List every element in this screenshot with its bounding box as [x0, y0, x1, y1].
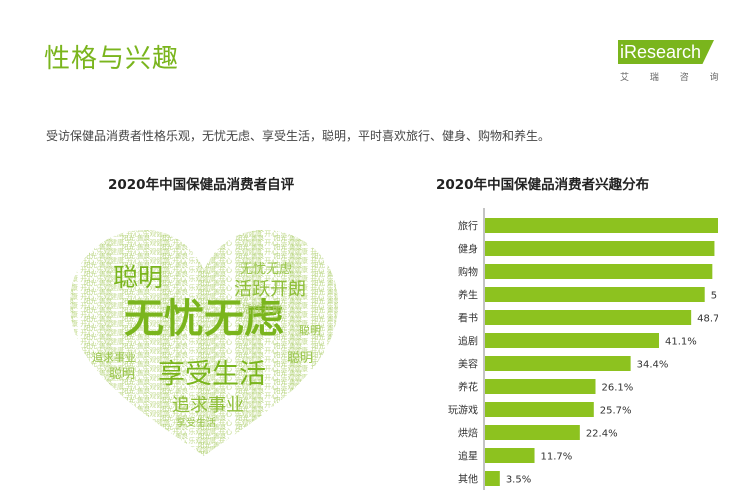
category-label: 养花	[458, 381, 478, 394]
cloud-word: 享受生活	[176, 416, 216, 429]
value-label: 48.7%	[697, 314, 718, 325]
value-label: 26.1%	[601, 383, 633, 394]
cloud-word: 活跃开朗	[234, 279, 306, 300]
value-label: 22.4%	[586, 429, 618, 440]
interest-bar-chart: 旅行55.3%健身54.2%购物53.7%养生51.9%看书48.7%追剧41.…	[418, 206, 718, 498]
bar	[485, 287, 705, 302]
cloud-word: 聪明	[113, 263, 163, 292]
value-label: 11.7%	[541, 452, 573, 463]
bar	[485, 471, 500, 486]
page-title: 性格与兴趣	[44, 44, 180, 74]
category-label: 健身	[458, 243, 478, 256]
chart-title: 2020年中国保健品消费者兴趣分布	[436, 177, 650, 193]
value-label: 3.5%	[506, 475, 531, 486]
logo-wordmark: iResearch	[620, 42, 702, 62]
bar	[485, 402, 594, 417]
value-label: 41.1%	[665, 337, 697, 348]
bar	[485, 356, 631, 371]
category-label: 看书	[458, 312, 478, 325]
word-cloud-canvas: 健康 开心 乐观 阳光 善良 无忧无虑享受生活聪明活跃开朗追求事业无忧无虑聪明追…	[70, 230, 338, 456]
cloud-word: 无忧无虑	[240, 262, 292, 277]
category-label: 美容	[458, 358, 478, 371]
logo-badge	[618, 40, 714, 64]
category-label: 追星	[458, 450, 478, 463]
iresearch-logo: iResearch 艾 瑞 咨 询	[618, 40, 719, 90]
bar	[485, 241, 715, 256]
heart-word-cloud: 健康 开心 乐观 阳光 善良 无忧无虑享受生活聪明活跃开朗追求事业无忧无虑聪明追…	[64, 220, 344, 460]
bar	[485, 448, 535, 463]
cloud-word: 聪明	[299, 323, 321, 337]
category-label: 其他	[458, 473, 478, 486]
heart-shape-texture	[70, 230, 338, 456]
value-label: 25.7%	[600, 406, 632, 417]
cloud-word: 聪明	[109, 367, 135, 382]
category-label: 烘焙	[458, 427, 478, 440]
cloud-word: 活跃开朗	[242, 304, 282, 316]
logo-subtitle: 艾 瑞 咨 询	[620, 73, 728, 83]
cloud-word: 享受生活	[158, 359, 266, 390]
category-label: 旅行	[458, 220, 478, 233]
category-label: 养生	[458, 289, 478, 302]
cloud-word: 追求事业	[172, 395, 244, 416]
word-cloud-title: 2020年中国保健品消费者自评	[108, 177, 295, 193]
category-label: 玩游戏	[448, 404, 478, 417]
bar	[485, 218, 718, 233]
cloud-word: 聪明	[287, 351, 313, 366]
bar	[485, 425, 580, 440]
cloud-word: 无忧无虑	[124, 296, 284, 342]
cloud-word: 追求事业	[92, 350, 136, 364]
bar	[485, 333, 659, 348]
bar-chart-canvas: 旅行55.3%健身54.2%购物53.7%养生51.9%看书48.7%追剧41.…	[448, 208, 718, 490]
category-label: 追剧	[458, 335, 478, 348]
bar	[485, 310, 692, 325]
category-label: 购物	[458, 266, 478, 279]
value-label: 51.9%	[711, 291, 718, 302]
summary-text: 受访保健品消费者性格乐观，无忧无虑、享受生活，聪明，平时喜欢旅行、健身、购物和养…	[46, 129, 551, 143]
value-label: 34.4%	[637, 360, 669, 371]
bar	[485, 264, 713, 279]
bar	[485, 379, 596, 394]
